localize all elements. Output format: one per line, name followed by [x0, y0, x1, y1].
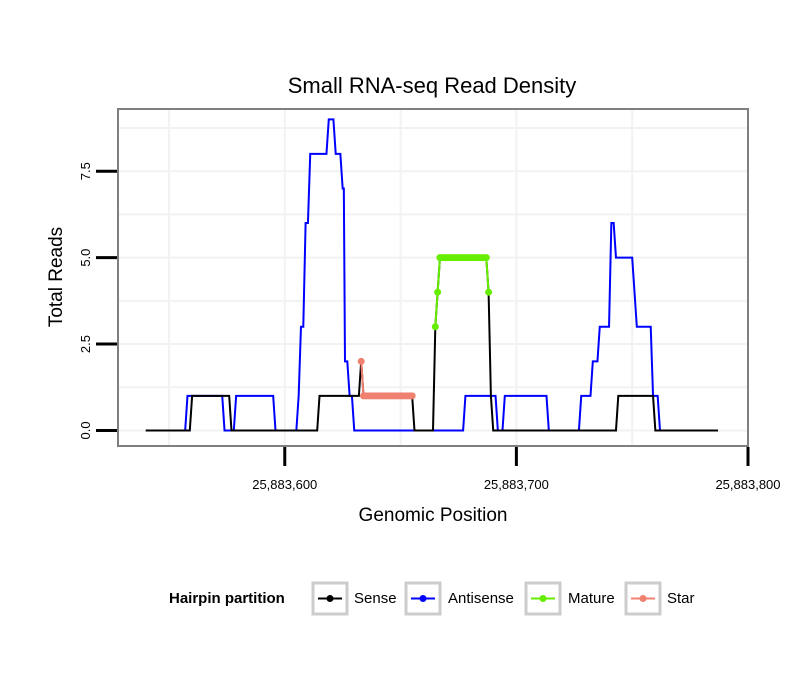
y-tick-label: 5.0 — [78, 249, 93, 267]
star-series-line — [360, 361, 413, 397]
legend-dot-sense — [326, 595, 334, 602]
legend-label-star: Star — [667, 590, 695, 607]
x-tick-label: 25,883,700 — [484, 477, 549, 492]
mature-data-point — [482, 254, 490, 262]
legend-title: Hairpin partition — [169, 590, 285, 607]
mature-data-point — [485, 288, 493, 296]
legend-dot-antisense — [419, 595, 427, 602]
x-tick-label: 25,883,800 — [715, 477, 780, 492]
legend-label-sense: Sense — [354, 590, 397, 607]
x-axis-title: Genomic Position — [359, 505, 508, 526]
y-axis: 0.0 2.5 5.0 7.5 — [78, 162, 117, 439]
y-tick-label: 0.0 — [78, 421, 93, 439]
y-tick-label: 2.5 — [78, 335, 93, 353]
legend-label-mature: Mature — [568, 590, 615, 607]
sense-series-line — [145, 256, 718, 432]
x-tick-label: 25,883,600 — [252, 477, 317, 492]
series-lines — [145, 118, 718, 432]
y-axis-title: Total Reads — [46, 227, 67, 327]
star-data-point — [408, 392, 416, 400]
mature-series-line — [434, 256, 490, 327]
chart-title: Small RNA-seq Read Density — [288, 73, 577, 98]
mature-data-point — [431, 323, 439, 331]
y-tick-label: 7.5 — [78, 162, 93, 180]
legend-dot-mature — [539, 595, 547, 602]
x-axis: 25,883,600 25,883,700 25,883,800 — [252, 447, 781, 492]
series-points — [357, 254, 493, 400]
legend-dot-star — [639, 595, 647, 602]
legend-label-antisense: Antisense — [448, 590, 514, 607]
mature-data-point — [434, 288, 442, 296]
legend: Hairpin partition Sense Antisense Mature St… — [169, 581, 695, 616]
star-data-point — [357, 357, 365, 365]
panel-border — [117, 108, 749, 447]
